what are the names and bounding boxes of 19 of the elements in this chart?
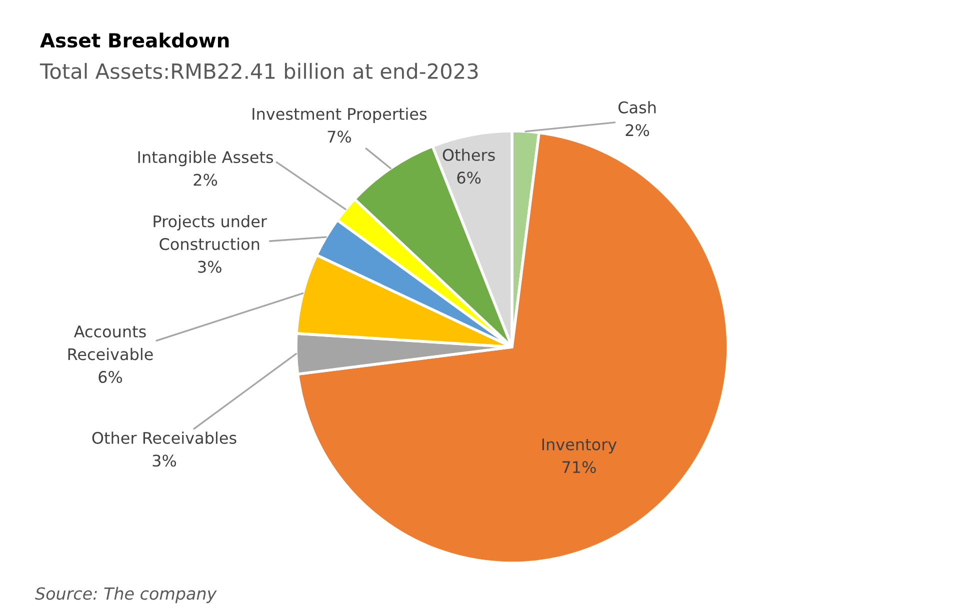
data-label: 3% — [152, 454, 176, 467]
slice-label: Accounts Receivable — [68, 326, 153, 360]
source-note: Source: The company — [35, 586, 217, 604]
data-label: 3% — [198, 260, 222, 273]
slice-label: Intangible Assets — [138, 150, 274, 166]
data-label: 7% — [328, 130, 351, 143]
chart-title: Asset Breakdown — [40, 32, 229, 48]
chart-subtitle: Total Assets:RMB22.41 billion at end-2023 — [40, 62, 478, 80]
data-label: 6% — [98, 370, 122, 384]
data-label: 6% — [457, 172, 481, 184]
slice-label: Projects under Construction — [154, 215, 268, 250]
slice-label: Investment Properties — [252, 108, 427, 124]
slice-label: Other Receivables — [92, 432, 236, 444]
slice-label: Cash — [618, 101, 656, 114]
data-label: 2% — [194, 174, 218, 186]
data-label: 71% — [562, 461, 596, 474]
slice-label: Inventory — [542, 438, 617, 454]
slice-label: Others — [442, 148, 495, 161]
data-label: 2% — [626, 124, 650, 136]
